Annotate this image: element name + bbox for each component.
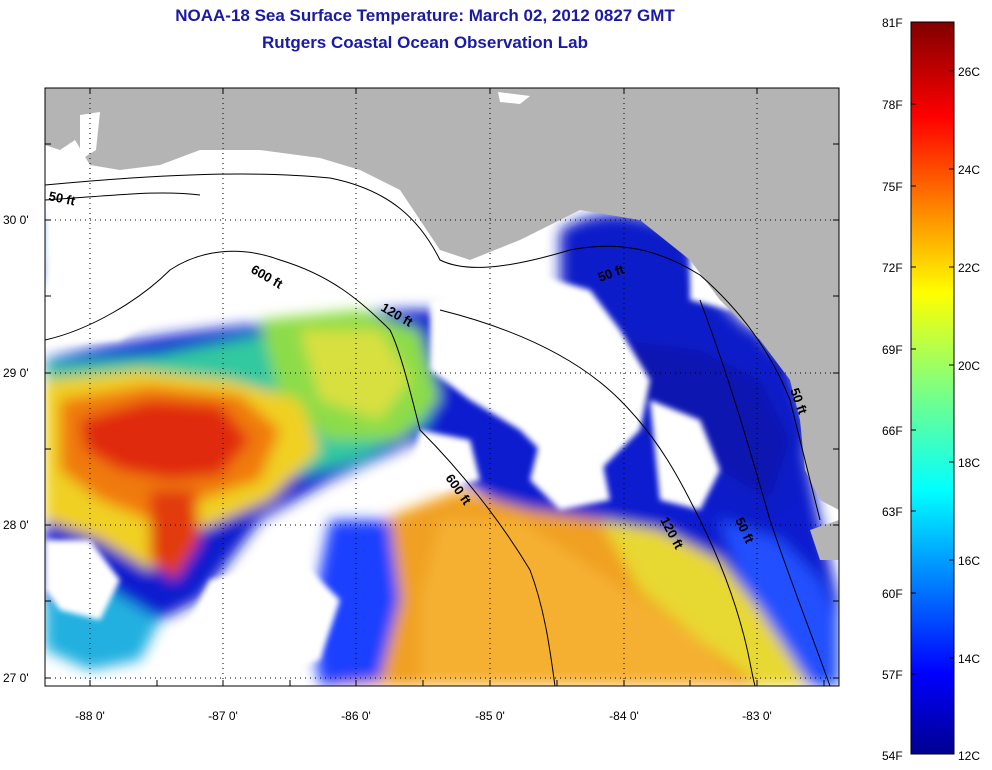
y-axis-labels: 30 0' 29 0' 28 0' 27 0' [3, 213, 29, 685]
map-plot-area: 50 ft 600 ft 120 ft 50 ft 600 ft 120 ft … [45, 88, 839, 686]
y-tick-label: 29 0' [3, 366, 29, 380]
y-tick-label: 27 0' [3, 671, 29, 685]
land-mass [45, 88, 839, 560]
y-tick-label: 30 0' [3, 213, 29, 227]
x-tick-label: -85 0' [475, 709, 505, 723]
contour-label: 50 ft [47, 188, 77, 208]
x-tick-label: -83 0' [742, 709, 772, 723]
map-frame [44, 87, 840, 687]
map-subtitle: Rutgers Coastal Ocean Observation Lab [262, 33, 588, 52]
x-tick-label: -87 0' [208, 709, 238, 723]
sst-field [45, 213, 839, 686]
depth-contours [45, 173, 831, 686]
x-axis-labels: -88 0' -87 0' -86 0' -85 0' -84 0' -83 0… [75, 709, 772, 723]
axis-ticks [45, 88, 839, 686]
y-tick-label: 28 0' [3, 518, 29, 532]
x-tick-label: -84 0' [609, 709, 639, 723]
x-tick-label: -88 0' [75, 709, 105, 723]
x-tick-label: -86 0' [341, 709, 371, 723]
map-title: NOAA-18 Sea Surface Temperature: March 0… [175, 6, 675, 25]
